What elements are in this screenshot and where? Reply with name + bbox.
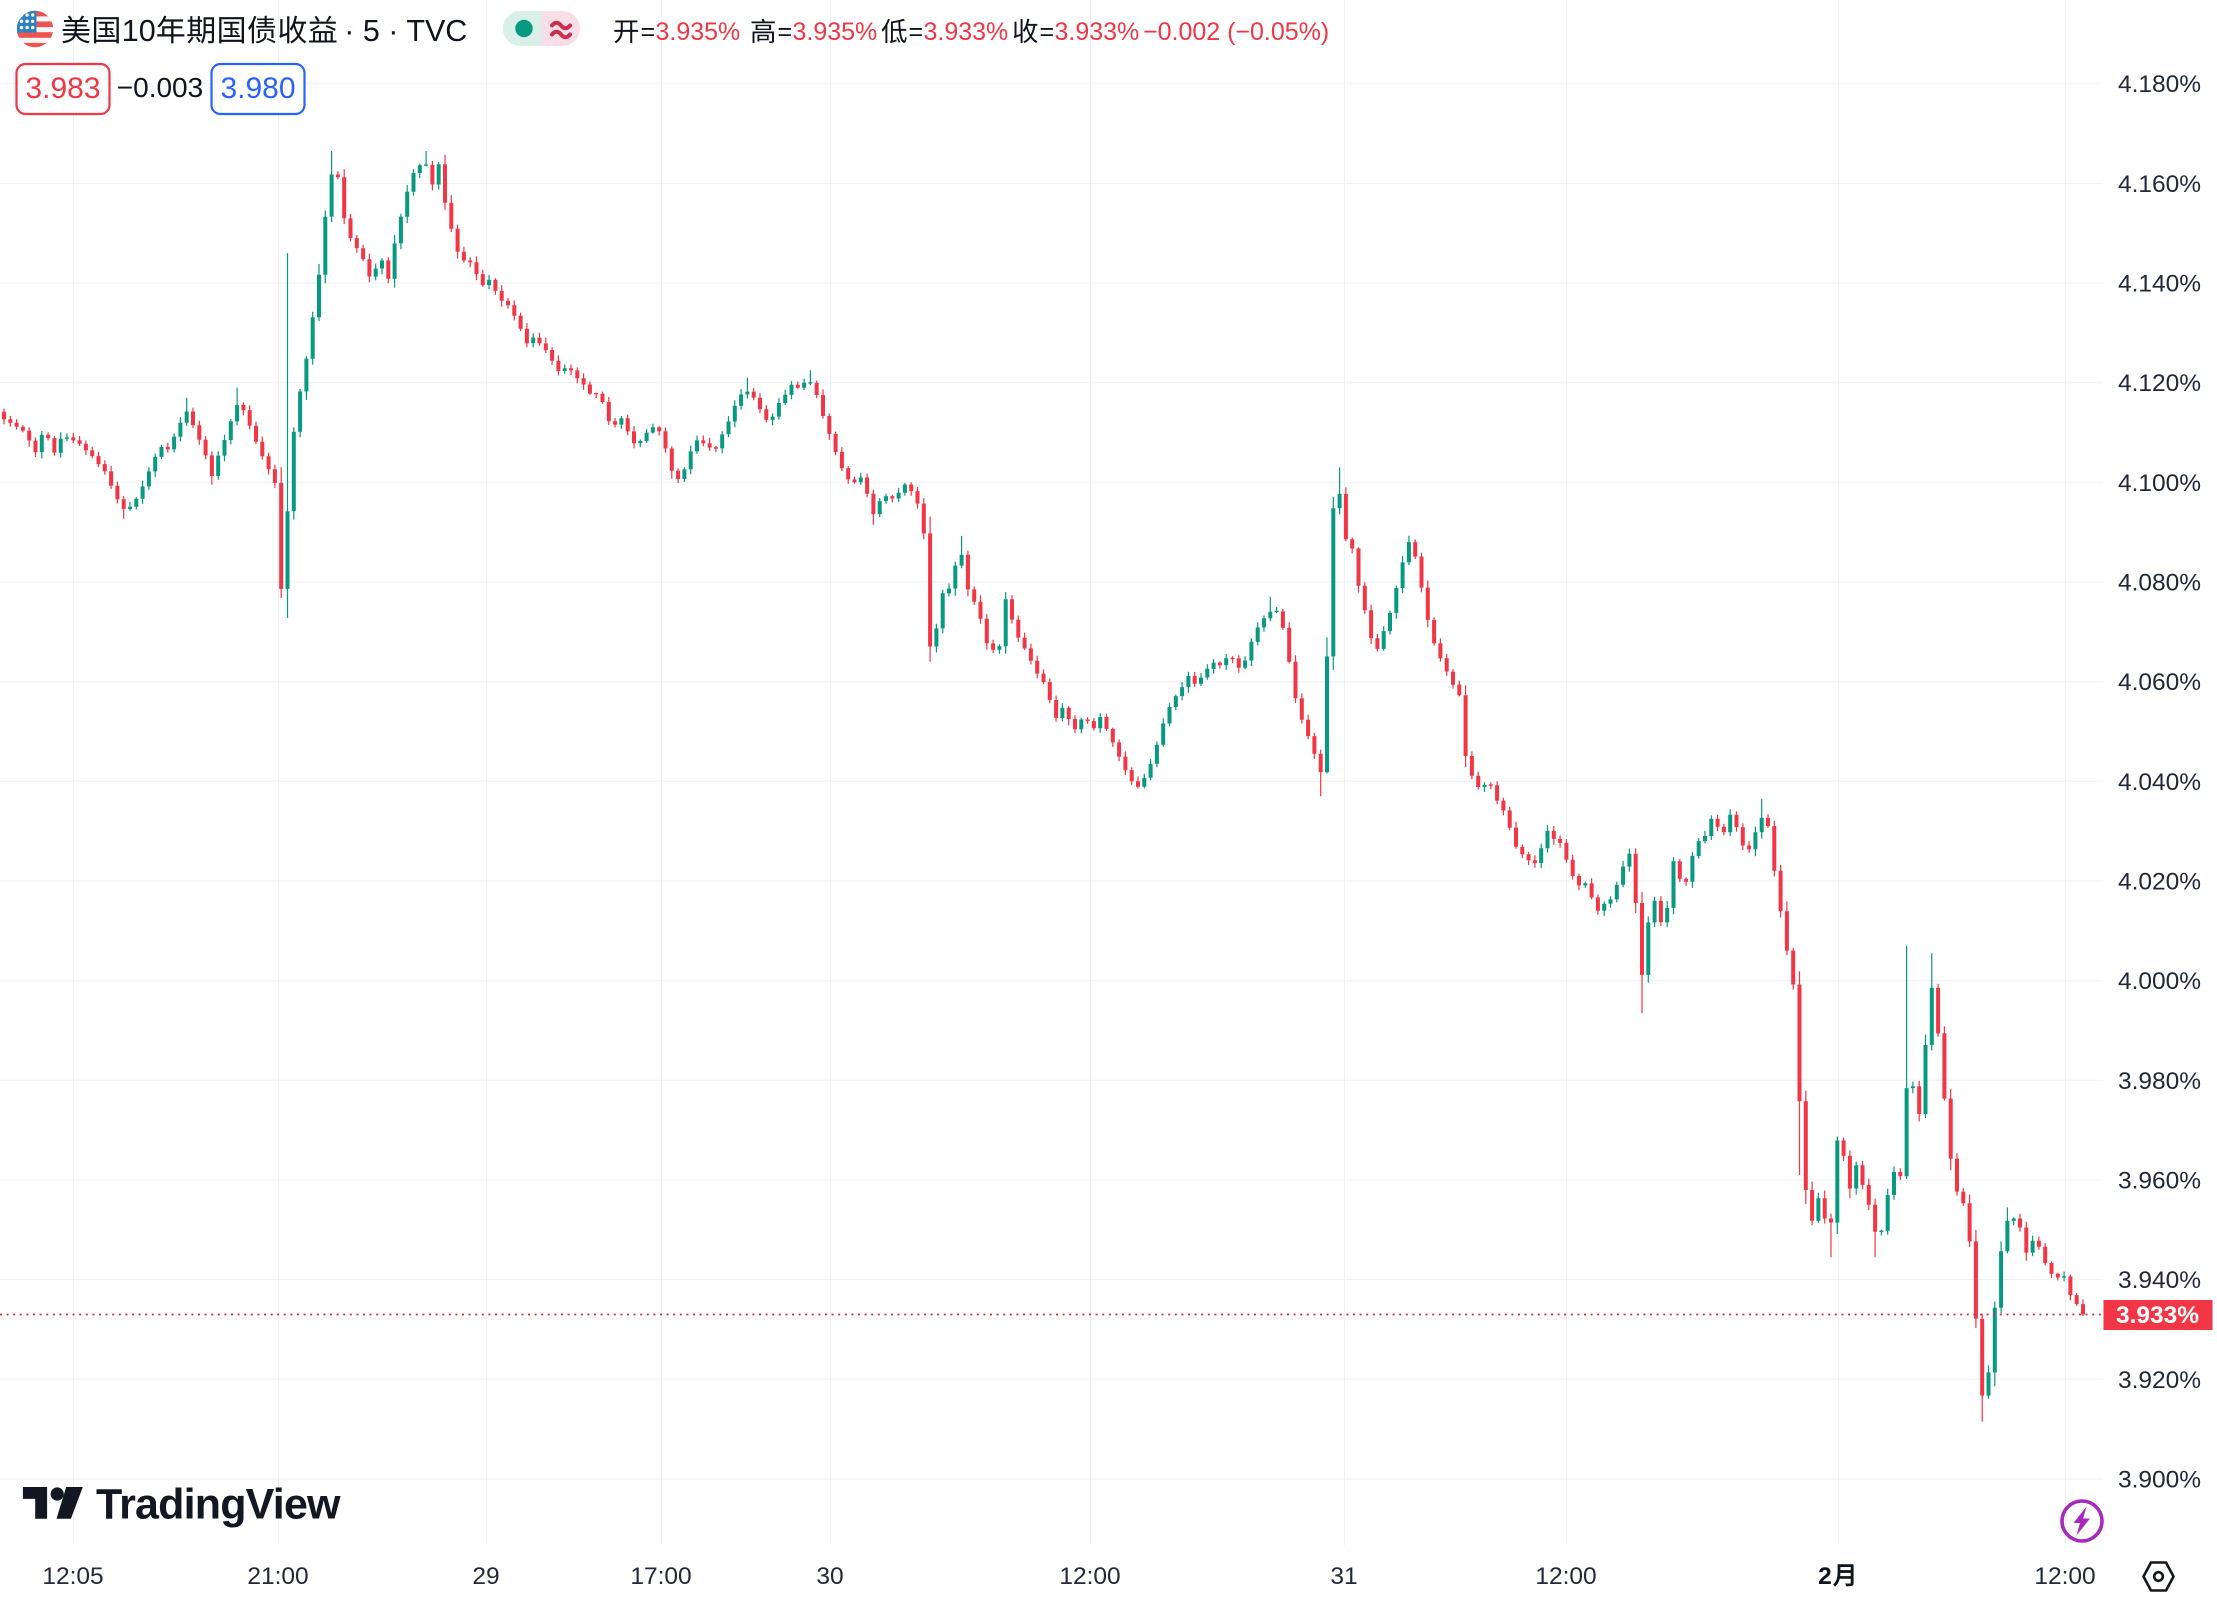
svg-text:4.100%: 4.100%: [2118, 470, 2201, 497]
svg-text:30: 30: [816, 1563, 843, 1590]
svg-text:10: 10: [122, 14, 156, 48]
svg-text:4.040%: 4.040%: [2118, 769, 2201, 796]
svg-text:12:00: 12:00: [1535, 1563, 1596, 1590]
svg-text:=: =: [909, 18, 924, 46]
svg-text:31: 31: [1330, 1563, 1357, 1590]
svg-text:4.020%: 4.020%: [2118, 869, 2201, 896]
svg-text:3.935%: 3.935%: [656, 18, 741, 46]
svg-text:TradingView: TradingView: [96, 1481, 341, 1529]
svg-text:3.983: 3.983: [25, 72, 100, 105]
svg-text:3.933%: 3.933%: [2116, 1302, 2199, 1329]
svg-text:4.000%: 4.000%: [2118, 968, 2201, 995]
svg-text:3.935%: 3.935%: [793, 18, 878, 46]
svg-text:3.920%: 3.920%: [2118, 1367, 2201, 1394]
svg-text:−0.002 (−0.05%): −0.002 (−0.05%): [1143, 18, 1329, 46]
svg-text:21:00: 21:00: [247, 1563, 308, 1590]
svg-text:3.940%: 3.940%: [2118, 1267, 2201, 1294]
svg-text:4.080%: 4.080%: [2118, 570, 2201, 597]
svg-text:3.980%: 3.980%: [2118, 1068, 2201, 1095]
svg-text:4.120%: 4.120%: [2118, 370, 2201, 397]
svg-text:3.900%: 3.900%: [2118, 1466, 2201, 1493]
svg-text:3.980: 3.980: [220, 72, 295, 105]
svg-text:12:00: 12:00: [2034, 1563, 2095, 1590]
svg-text:17:00: 17:00: [630, 1563, 691, 1590]
svg-text:=: =: [1040, 18, 1055, 46]
svg-text:=: =: [778, 18, 793, 46]
svg-text:2: 2: [1818, 1563, 1832, 1590]
svg-text:4.180%: 4.180%: [2118, 71, 2201, 98]
svg-text:4.140%: 4.140%: [2118, 271, 2201, 298]
svg-text:3.933%: 3.933%: [1055, 18, 1140, 46]
svg-text:12:05: 12:05: [42, 1563, 103, 1590]
svg-text:12:00: 12:00: [1059, 1563, 1120, 1590]
svg-text:4.160%: 4.160%: [2118, 171, 2201, 198]
svg-text:4.060%: 4.060%: [2118, 669, 2201, 696]
svg-text:−0.003: −0.003: [117, 72, 203, 103]
svg-text:3.960%: 3.960%: [2118, 1168, 2201, 1195]
svg-text:=: =: [641, 18, 656, 46]
svg-text:· 5 · TVC: · 5 · TVC: [344, 14, 467, 48]
svg-text:3.933%: 3.933%: [924, 18, 1009, 46]
svg-text:29: 29: [472, 1563, 499, 1590]
